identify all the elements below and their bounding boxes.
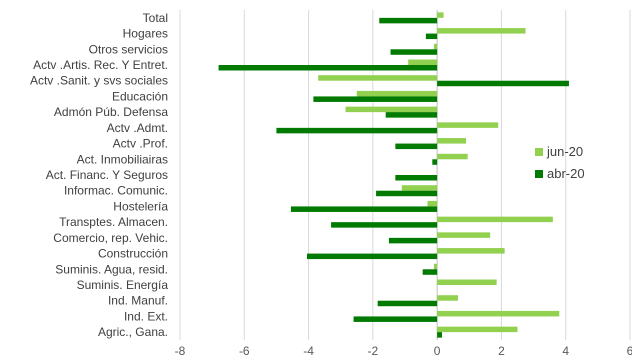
bar-jun-20-8 [437, 138, 467, 144]
legend: jun-20 abr-20 [535, 144, 585, 181]
bar-abr-20-6 [385, 112, 438, 118]
bar-jun-20-18 [437, 295, 459, 301]
bars [218, 12, 569, 338]
category-label-9: Act. Inmobiliairas [77, 152, 168, 166]
bar-jun-20-14 [437, 232, 491, 238]
category-label-11: Informac. Comunic. [64, 184, 168, 198]
bar-jun-20-0 [437, 12, 444, 18]
bar-jun-20-7 [437, 122, 499, 128]
category-label-1: Hogares [123, 27, 168, 41]
category-label-12: Hostelería [113, 199, 168, 213]
category-label-15: Construcción [98, 247, 168, 261]
bar-jun-20-13 [437, 216, 553, 223]
x-tick-label-2: -4 [303, 344, 314, 358]
bar-jun-20-17 [437, 279, 497, 285]
bar-abr-20-0 [379, 17, 438, 24]
bar-abr-20-10 [395, 175, 438, 181]
category-label-7: Actv .Admt. [107, 121, 168, 135]
bar-jun-20-5 [356, 90, 438, 97]
x-tick-label-3: -2 [368, 344, 379, 358]
category-label-16: Suminis. Agua, resid. [55, 262, 168, 276]
bar-abr-20-8 [395, 143, 438, 150]
bar-jun-20-9 [437, 153, 468, 160]
bar-jun-20-20 [437, 326, 518, 333]
x-tick-label-1: -6 [239, 344, 250, 358]
category-label-17: Suminis. Energía [77, 278, 169, 292]
bar-abr-20-18 [377, 300, 438, 307]
bar-abr-20-9 [432, 159, 438, 165]
category-label-14: Comercio, rep. Vehic. [53, 231, 168, 245]
legend-swatch-0 [535, 148, 543, 156]
category-label-19: Ind. Ext. [124, 309, 168, 323]
category-label-6: Admón Púb. Defensa [54, 105, 168, 119]
bar-abr-20-15 [306, 253, 438, 260]
category-label-10: Act. Financ. Y Seguros [46, 168, 168, 182]
x-tick-label-4: 0 [434, 344, 441, 358]
bar-abr-20-11 [376, 190, 438, 197]
bar-jun-20-4 [318, 75, 438, 81]
bar-jun-20-1 [437, 28, 526, 34]
category-label-3: Actv .Artis. Rec. Y Entret. [33, 58, 168, 72]
category-label-8: Actv .Prof. [113, 137, 168, 151]
bar-jun-20-12 [427, 200, 438, 207]
bar-abr-20-19 [353, 316, 438, 322]
x-tick-labels: -8 -6 -4 -2 0 2 4 6 [175, 344, 632, 358]
category-label-5: Educación [112, 89, 168, 103]
bar-abr-20-20 [437, 332, 442, 338]
bar-jun-20-19 [437, 310, 560, 317]
bar-abr-20-2 [390, 49, 438, 55]
category-label-2: Otros servicios [89, 42, 168, 56]
x-tick-label-6: 4 [562, 344, 569, 358]
category-label-20: Agric., Gana. [98, 325, 168, 339]
bar-abr-20-4 [437, 80, 569, 87]
bar-jun-20-6 [345, 106, 438, 113]
bar-abr-20-14 [388, 237, 438, 244]
x-tick-label-0: -8 [175, 344, 186, 358]
category-label-13: Transptes. Almacen. [59, 215, 168, 229]
legend-swatch-1 [535, 170, 543, 178]
x-tick-label-7: 6 [627, 344, 632, 358]
bar-abr-20-7 [276, 127, 438, 134]
bar-jun-20-15 [437, 248, 505, 254]
bar-jun-20-2 [433, 43, 438, 50]
bar-jun-20-16 [433, 263, 438, 270]
legend-label-0: jun-20 [546, 144, 583, 159]
category-label-18: Ind. Manuf. [108, 294, 168, 308]
bar-abr-20-5 [313, 96, 438, 102]
bar-jun-20-3 [408, 59, 438, 65]
bar-abr-20-13 [331, 222, 438, 228]
category-label-0: Total [143, 11, 168, 25]
category-label-4: Actv .Sanit. y svs sociales [30, 74, 168, 88]
bar-jun-20-11 [401, 185, 438, 191]
bar-abr-20-12 [290, 206, 438, 212]
bar-abr-20-16 [422, 269, 438, 275]
x-tick-label-5: 2 [498, 344, 505, 358]
bar-abr-20-1 [425, 33, 438, 40]
legend-label-1: abr-20 [547, 166, 585, 181]
bar-abr-20-3 [218, 65, 438, 71]
